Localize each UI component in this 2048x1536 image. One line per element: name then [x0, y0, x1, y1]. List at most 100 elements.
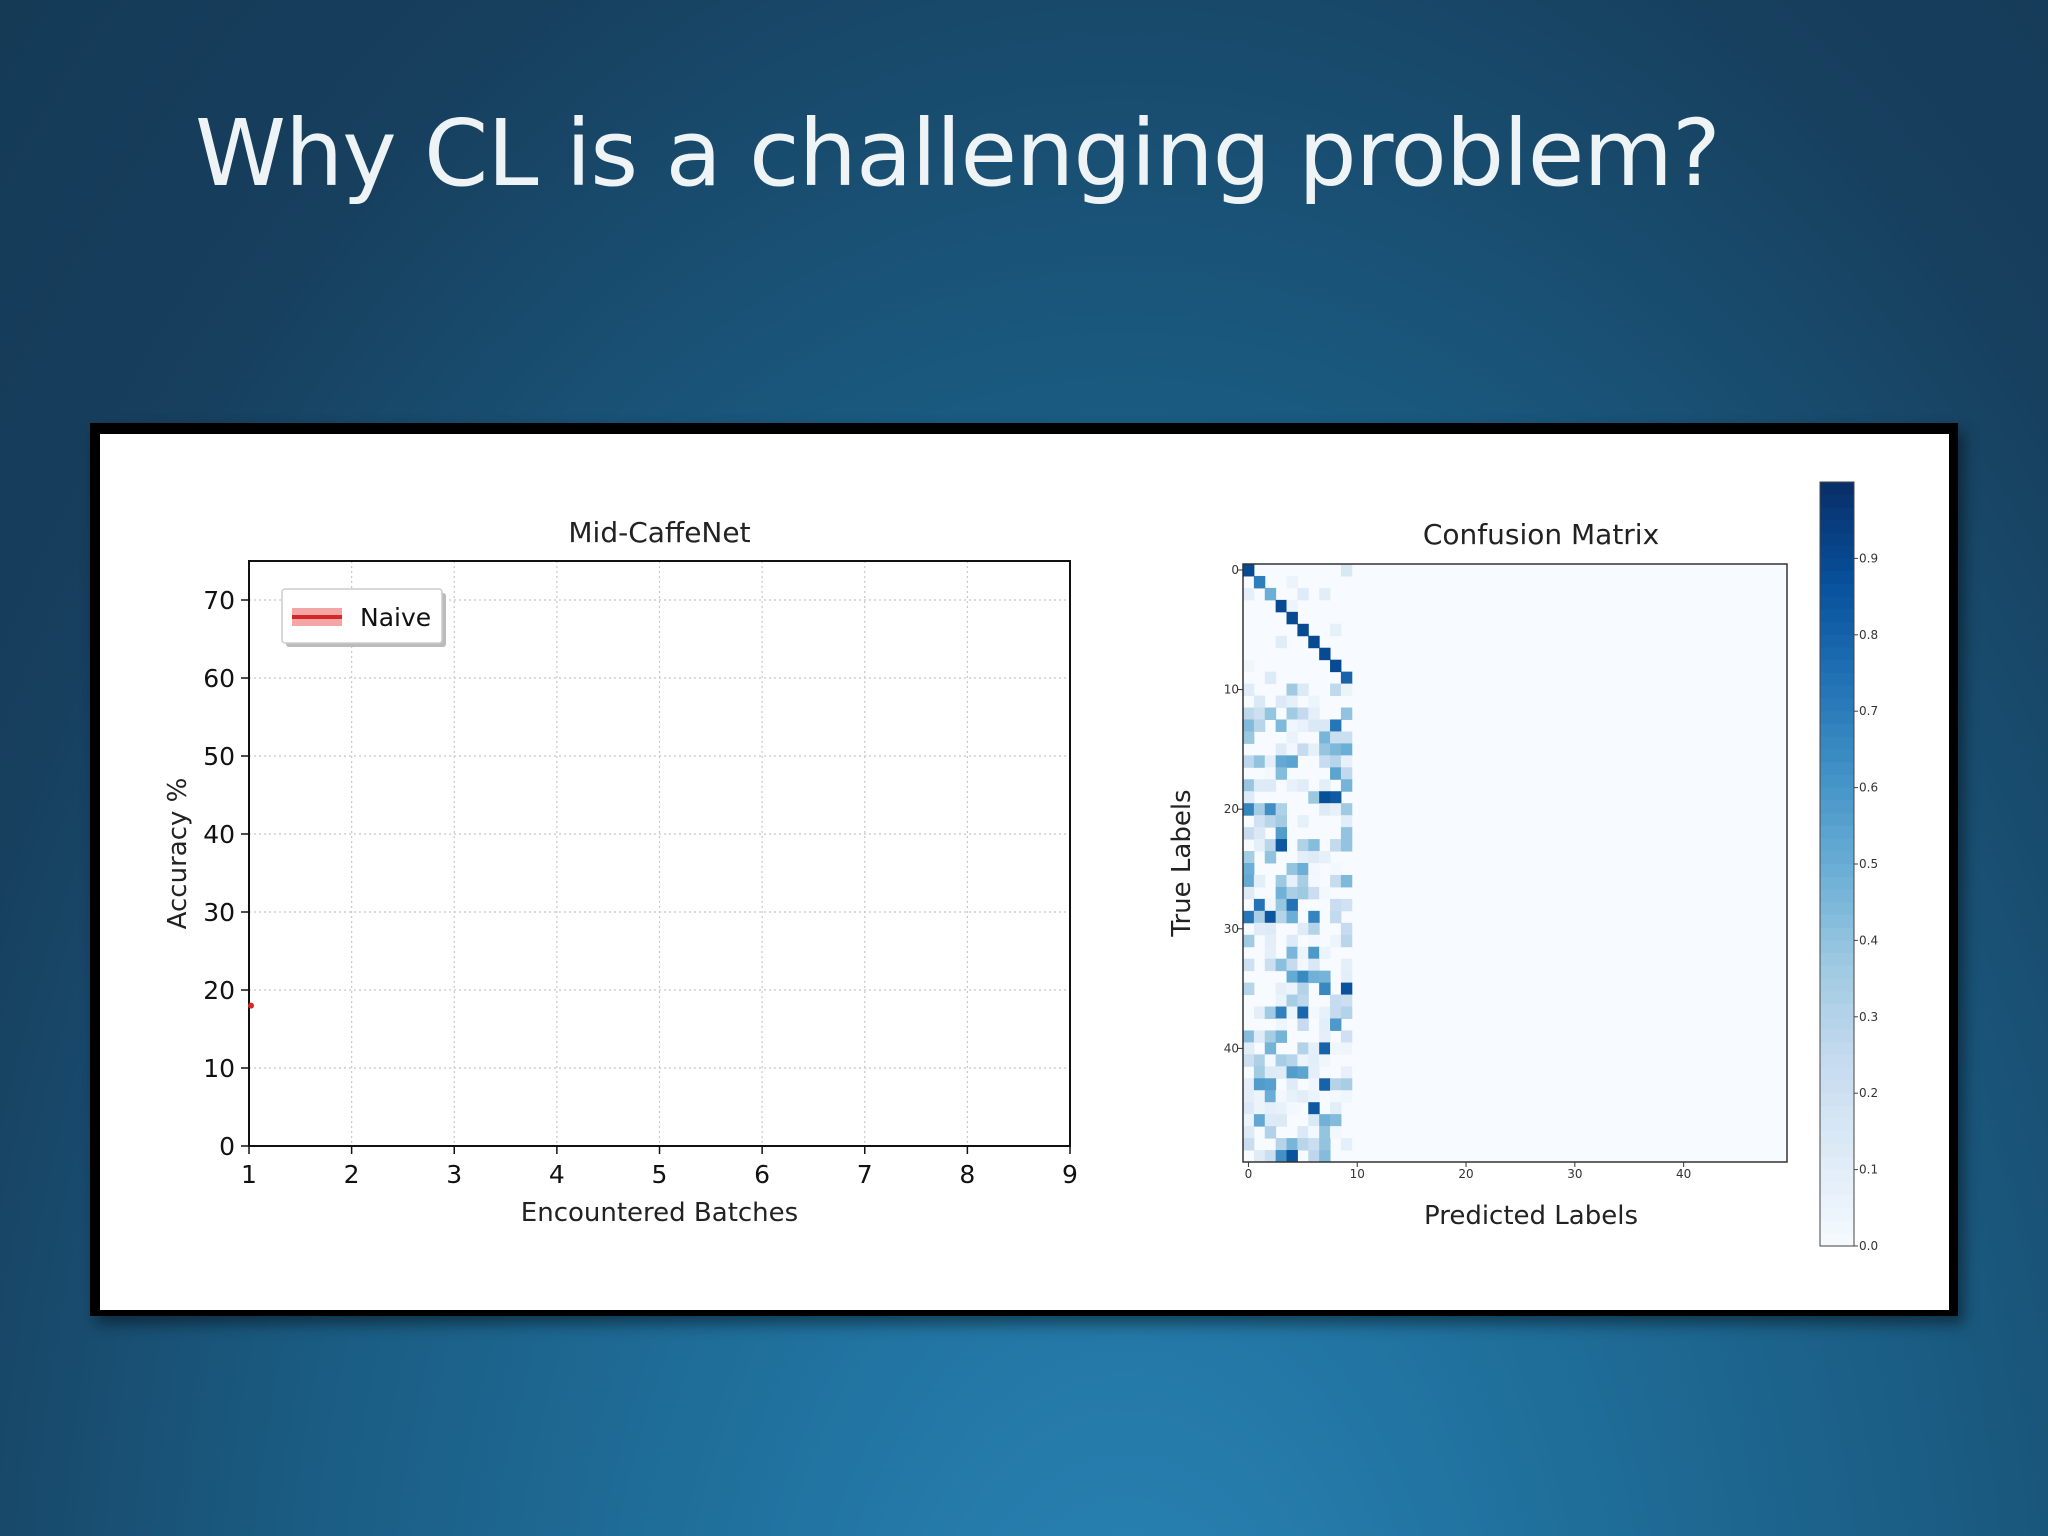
confusion-matrix-title: Confusion Matrix [1423, 518, 1659, 551]
matrix-cell [1297, 886, 1309, 900]
matrix-cell [1275, 695, 1288, 709]
matrix-cell [1319, 587, 1331, 601]
colorbar-segment [1820, 762, 1854, 776]
matrix-cell [1253, 1102, 1266, 1115]
matrix-cell [1340, 803, 1353, 816]
matrix-cell [1308, 1150, 1320, 1163]
colorbar-tick-label: 0.6 [1859, 781, 1878, 795]
matrix-cell [1340, 994, 1353, 1008]
matrix-cell [1286, 898, 1298, 912]
colorbar-segment [1820, 965, 1854, 980]
matrix-cell [1264, 779, 1277, 792]
x-tick-label: 20 [1458, 1167, 1473, 1181]
matrix-cell [1275, 1054, 1288, 1067]
colorbar-segment [1820, 1016, 1854, 1031]
matrix-cell [1340, 671, 1353, 685]
colorbar-segment [1820, 800, 1854, 815]
matrix-cell [1286, 695, 1298, 709]
confusion-matrix-x-ticks: 0 10 20 30 40 [1245, 1162, 1691, 1181]
matrix-cell [1340, 958, 1353, 972]
data-point [248, 1002, 254, 1009]
matrix-cell [1275, 982, 1288, 996]
colorbar-segment [1820, 1029, 1854, 1044]
matrix-cell [1319, 946, 1331, 960]
colorbar-segment [1820, 927, 1854, 942]
matrix-cell [1253, 1066, 1266, 1079]
matrix-cell [1340, 1006, 1353, 1019]
colorbar-tick-label: 0.9 [1859, 551, 1878, 565]
matrix-cell [1319, 1126, 1331, 1139]
colorbar-segment [1820, 889, 1854, 904]
matrix-cell [1264, 1114, 1277, 1127]
matrix-cell [1319, 1114, 1331, 1127]
matrix-cell [1286, 1138, 1298, 1151]
colorbar-segment [1820, 1004, 1854, 1018]
colorbar-segment [1820, 914, 1854, 929]
matrix-cell [1286, 874, 1298, 888]
matrix-cell [1243, 707, 1255, 720]
colorbar-segment [1820, 1233, 1854, 1247]
matrix-cell [1308, 1066, 1320, 1079]
matrix-cell [1340, 743, 1353, 756]
y-tick-label: 70 [203, 586, 235, 615]
matrix-cell [1297, 779, 1309, 792]
colorbar-segment [1820, 1131, 1854, 1146]
matrix-cell [1275, 994, 1288, 1008]
matrix-cell [1297, 707, 1309, 720]
colorbar-segment [1820, 940, 1854, 955]
colorbar-segment [1820, 1207, 1854, 1222]
matrix-cell [1297, 922, 1309, 936]
matrix-cell [1340, 1030, 1353, 1043]
colorbar-segment [1820, 647, 1854, 662]
matrix-cell [1253, 815, 1266, 828]
line-chart-x-label: Encountered Batches [521, 1198, 798, 1228]
matrix-cell [1319, 1030, 1331, 1043]
matrix-cell [1275, 958, 1288, 972]
matrix-cell [1297, 815, 1309, 828]
colorbar-segment [1820, 482, 1854, 496]
matrix-cell [1297, 683, 1309, 697]
matrix-cell [1243, 731, 1255, 744]
matrix-cell [1330, 898, 1342, 912]
colorbar-segment [1820, 851, 1854, 865]
matrix-cell [1286, 719, 1298, 732]
matrix-cell [1264, 587, 1277, 601]
matrix-cell [1297, 587, 1309, 601]
matrix-cell [1319, 1078, 1331, 1091]
colorbar-segment [1820, 596, 1854, 611]
matrix-cell [1330, 755, 1342, 768]
matrix-cell [1286, 1102, 1298, 1115]
matrix-cell [1264, 707, 1277, 720]
matrix-cell [1275, 815, 1288, 828]
colorbar-segment [1820, 685, 1854, 700]
colorbar-tick-label: 0.4 [1859, 933, 1878, 947]
matrix-cell [1243, 659, 1255, 673]
matrix-cell [1253, 575, 1266, 589]
matrix-cell [1286, 910, 1298, 924]
x-tick-label: 4 [549, 1160, 565, 1189]
matrix-cell [1297, 1054, 1309, 1067]
matrix-cell [1243, 910, 1255, 924]
matrix-cell [1340, 1066, 1353, 1079]
colorbar-segment [1820, 711, 1854, 725]
matrix-cell [1340, 874, 1353, 888]
matrix-cell [1275, 827, 1288, 840]
matrix-cell [1243, 1126, 1255, 1139]
matrix-cell [1330, 1102, 1342, 1115]
line-chart-y-label: Accuracy % [163, 778, 193, 930]
matrix-cell [1264, 934, 1277, 948]
matrix-cell [1286, 755, 1298, 768]
matrix-cell [1340, 1042, 1353, 1055]
matrix-cell [1264, 1090, 1277, 1103]
matrix-cell [1286, 707, 1298, 720]
matrix-cell [1330, 803, 1342, 816]
matrix-cell [1253, 695, 1266, 709]
x-tick-label: 7 [857, 1160, 873, 1189]
matrix-cell [1275, 1150, 1288, 1163]
matrix-cell [1297, 994, 1309, 1008]
matrix-cell [1308, 743, 1320, 756]
colorbar-segment [1820, 583, 1854, 598]
matrix-cell [1275, 599, 1288, 613]
matrix-cell [1297, 970, 1309, 984]
matrix-cell [1275, 755, 1288, 768]
